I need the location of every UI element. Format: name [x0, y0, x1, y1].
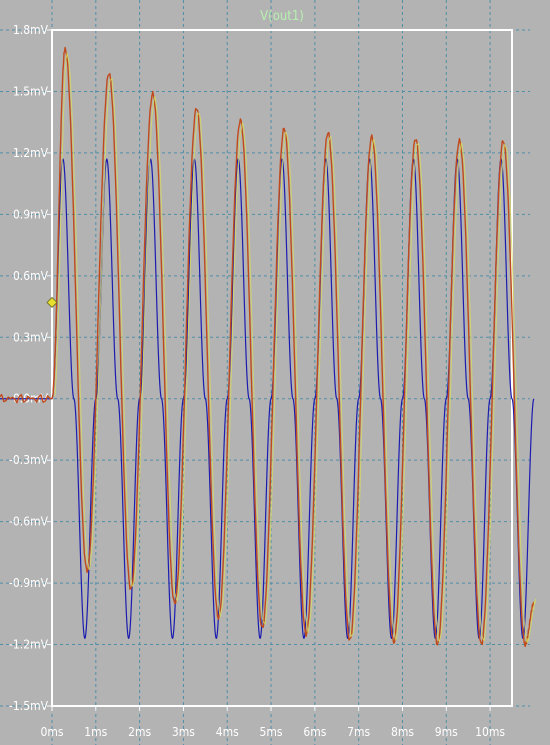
- y-tick-label: 1.8mV: [13, 23, 49, 37]
- x-tick-label: 8ms: [391, 725, 414, 739]
- y-tick-label: 0.6mV: [13, 269, 49, 283]
- x-tick-label: 3ms: [172, 725, 195, 739]
- y-tick-label: 0.3mV: [13, 330, 49, 344]
- y-tick-label: -0.9mV: [9, 576, 49, 590]
- y-tick-label: -0.6mV: [9, 515, 49, 529]
- series-line: [0, 46, 535, 648]
- plot-frame: [51, 29, 513, 707]
- x-tick-label: 1ms: [84, 725, 107, 739]
- trace-title[interactable]: V(out1): [260, 9, 304, 24]
- x-tick-label: 7ms: [347, 725, 370, 739]
- x-axis-labels: 0ms 1ms 2ms 3ms 4ms 5ms 6ms 7ms 8ms 9ms 10ms: [40, 725, 505, 739]
- y-tick-label: 0.9mV: [13, 207, 49, 221]
- x-tick-label: 9ms: [435, 725, 458, 739]
- x-tick-label: 0ms: [40, 725, 63, 739]
- y-tick-label: 1.5mV: [13, 84, 49, 98]
- y-tick-label: -1.5mV: [9, 699, 49, 713]
- y-tick-label: 1.2mV: [13, 146, 49, 160]
- x-tick-label: 10ms: [475, 725, 505, 739]
- marker-group: [46, 296, 58, 309]
- y-tick-label: -1.2mV: [9, 638, 49, 652]
- series-group: [0, 46, 537, 648]
- x-tick-label: 2ms: [128, 725, 151, 739]
- x-tick-label: 5ms: [260, 725, 283, 739]
- x-tick-label: 4ms: [216, 725, 239, 739]
- series-line-echo: [54, 52, 537, 643]
- x-tick-label: 6ms: [303, 725, 326, 739]
- y-tick-label: -0.3mV: [9, 453, 49, 467]
- cursor-marker: [46, 296, 58, 309]
